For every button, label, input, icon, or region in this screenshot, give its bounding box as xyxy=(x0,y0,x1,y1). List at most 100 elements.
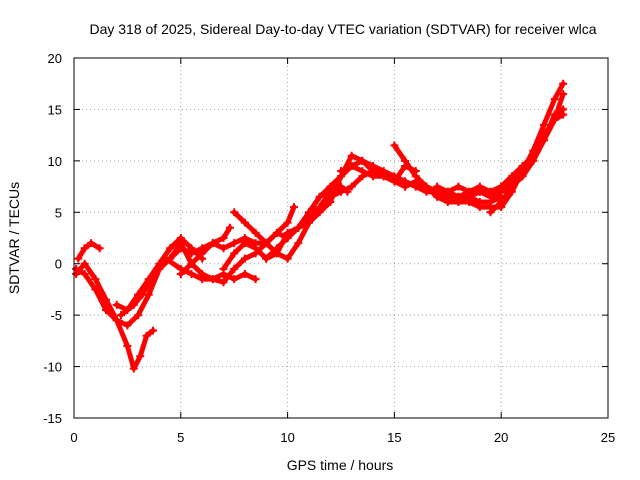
y-tick-label: -15 xyxy=(43,411,62,426)
data-point xyxy=(176,270,185,278)
data-point xyxy=(539,120,548,129)
data-point xyxy=(240,270,249,278)
y-tick-label: -5 xyxy=(50,308,62,323)
data-point xyxy=(443,198,452,206)
data-point xyxy=(272,228,281,237)
data-point xyxy=(369,162,378,170)
data-point xyxy=(262,254,271,263)
data-point xyxy=(219,234,228,242)
data-point xyxy=(326,182,335,191)
data-point xyxy=(138,290,147,299)
data-point xyxy=(539,131,548,140)
data-point xyxy=(559,90,568,98)
y-tick-label: 5 xyxy=(55,205,62,220)
data-point xyxy=(369,172,378,181)
y-tick-label: 10 xyxy=(48,154,62,169)
data-point xyxy=(401,156,410,165)
data-point xyxy=(151,270,160,278)
data-point xyxy=(149,326,158,335)
data-point xyxy=(315,208,324,217)
data-point xyxy=(347,151,356,160)
data-point xyxy=(475,203,484,212)
data-point xyxy=(251,275,260,284)
data-point xyxy=(136,352,145,361)
plot-frame xyxy=(73,57,609,419)
data-point xyxy=(240,218,249,227)
data-point xyxy=(443,187,452,196)
data-point xyxy=(486,187,495,196)
series-line-2 xyxy=(75,240,103,262)
data-point xyxy=(219,264,228,273)
data-point xyxy=(112,300,121,309)
series-points-5 xyxy=(116,254,260,320)
data-point xyxy=(230,275,239,284)
data-point xyxy=(230,208,239,217)
chart-title: Day 318 of 2025, Sidereal Day-to-day VTE… xyxy=(89,21,596,37)
y-tick-label: -10 xyxy=(43,360,62,375)
data-point xyxy=(129,300,138,309)
x-tick-label: 5 xyxy=(177,430,184,445)
data-point xyxy=(142,331,151,340)
data-point xyxy=(390,177,399,186)
data-point xyxy=(95,244,104,253)
data-point xyxy=(294,223,303,232)
data-point xyxy=(550,95,559,104)
data-point xyxy=(240,254,249,263)
series-points-15 xyxy=(433,151,538,196)
data-point xyxy=(465,187,474,196)
data-point xyxy=(283,228,292,237)
data-point xyxy=(230,239,239,248)
data-point xyxy=(559,110,568,119)
data-point xyxy=(304,218,313,227)
data-point xyxy=(112,316,121,325)
data-point xyxy=(187,244,196,253)
data-point xyxy=(343,187,352,196)
data-point xyxy=(208,239,217,248)
data-point xyxy=(465,198,474,206)
data-point xyxy=(390,141,399,150)
data-point xyxy=(208,275,217,284)
x-tick-label: 0 xyxy=(70,430,77,445)
data-point xyxy=(486,208,495,217)
data-point xyxy=(454,198,463,206)
data-point xyxy=(283,218,292,227)
data-point xyxy=(379,172,388,181)
data-point xyxy=(123,342,132,350)
y-axis-label: SDTVAR / TECUs xyxy=(6,182,22,294)
data-point xyxy=(411,177,420,186)
data-point xyxy=(294,239,303,248)
data-point xyxy=(475,182,484,191)
gridlines xyxy=(74,58,608,418)
data-point xyxy=(198,270,207,278)
data-point xyxy=(290,203,299,212)
data-point xyxy=(559,79,568,88)
data-point xyxy=(219,278,228,287)
data-point xyxy=(80,270,89,278)
data-point xyxy=(337,167,345,176)
data-point xyxy=(347,182,356,191)
data-point xyxy=(123,321,132,330)
x-tick-label: 25 xyxy=(601,430,615,445)
series-points-11 xyxy=(337,79,568,201)
data-point xyxy=(347,162,356,170)
data-point xyxy=(518,162,527,170)
series-line-11 xyxy=(338,81,566,200)
data-point xyxy=(72,264,81,273)
y-tick-label: 20 xyxy=(48,51,62,66)
data-point xyxy=(198,249,207,258)
data-traces xyxy=(72,79,568,373)
data-point xyxy=(129,364,138,373)
data-point xyxy=(304,208,313,217)
data-point xyxy=(507,172,516,181)
x-tick-label: 15 xyxy=(387,430,401,445)
data-point xyxy=(166,254,175,263)
data-point xyxy=(401,182,410,191)
data-point xyxy=(358,156,367,165)
data-point xyxy=(326,198,335,206)
data-point xyxy=(87,239,96,248)
series-line-1 xyxy=(73,261,156,372)
data-point xyxy=(91,285,100,294)
x-tick-label: 10 xyxy=(280,430,294,445)
data-point xyxy=(225,223,234,232)
